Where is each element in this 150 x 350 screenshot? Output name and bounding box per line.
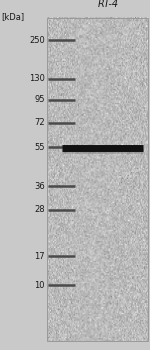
- Text: 55: 55: [34, 142, 45, 152]
- Text: 130: 130: [29, 74, 45, 83]
- Text: 95: 95: [34, 95, 45, 104]
- Text: 72: 72: [34, 118, 45, 127]
- Text: RT-4: RT-4: [98, 0, 118, 9]
- Text: 28: 28: [34, 205, 45, 215]
- Text: [kDa]: [kDa]: [2, 12, 25, 21]
- Text: 250: 250: [29, 36, 45, 45]
- Text: 36: 36: [34, 182, 45, 191]
- Bar: [47, 18, 148, 341]
- Text: 17: 17: [34, 252, 45, 261]
- Text: 10: 10: [34, 281, 45, 290]
